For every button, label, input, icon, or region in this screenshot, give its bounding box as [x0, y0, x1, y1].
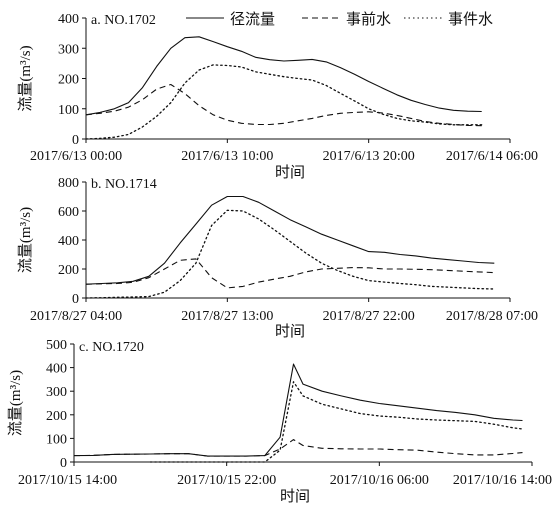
legend-label: 事前水 — [346, 11, 391, 28]
y-tick-label: 200 — [58, 263, 79, 278]
panel-b-no1714: 0 200 400 600 800 2017/8/27 04:00 2017/8/27 13… — [17, 176, 538, 340]
y-tick-label: 600 — [58, 205, 79, 220]
y-tick-label: 0 — [72, 133, 79, 148]
y-tick-label: 300 — [58, 42, 79, 57]
x-axis-title: 时间 — [275, 323, 305, 340]
x-tick-label: 2017/10/16 06:00 — [330, 473, 429, 488]
series-line-solid — [73, 363, 523, 457]
x-tick-label: 2017/10/15 14:00 — [18, 473, 117, 488]
y-tick-label: 500 — [46, 338, 67, 353]
y-tick-label: 100 — [58, 103, 79, 118]
y-tick-label: 400 — [58, 234, 79, 249]
series-line-dashed — [73, 439, 523, 457]
series-line-dashed — [85, 83, 482, 127]
x-axis-title: 时间 — [275, 164, 305, 181]
x-tick-label: 2017/10/15 22:00 — [177, 473, 276, 488]
x-tick-label: 2017/8/27 04:00 — [30, 309, 122, 324]
legend-label: 径流量 — [230, 11, 275, 28]
y-tick-label: 200 — [46, 409, 67, 424]
y-axis-title: 流量(m³/s) — [17, 45, 34, 111]
series-line-dotted — [85, 209, 495, 299]
y-tick-label: 0 — [60, 456, 67, 471]
y-tick-label: 800 — [58, 176, 79, 191]
series-line-solid — [85, 195, 495, 285]
x-tick-label: 2017/8/27 13:00 — [181, 309, 273, 324]
panel-title: b. NO.1714 — [91, 177, 157, 192]
series-line-dashed — [85, 258, 495, 289]
panel-title: a. NO.1702 — [91, 13, 156, 28]
series-line-solid — [85, 36, 482, 116]
x-tick-label: 2017/6/13 20:00 — [323, 149, 415, 164]
x-tick-label: 2017/10/16 14:00 — [453, 473, 552, 488]
series-line-dotted — [85, 64, 483, 140]
x-tick-label: 2017/8/28 07:00 — [446, 309, 538, 324]
y-tick-label: 400 — [46, 362, 67, 377]
legend: 径流量 事前水 事件水 — [186, 11, 493, 28]
y-tick-label: 200 — [58, 73, 79, 88]
panel-c-no1720: 0 100 200 300 400 500 2017/10/15 14:00 2017/10/… — [7, 338, 552, 505]
x-axis-title: 时间 — [280, 488, 310, 505]
y-axis-title: 流量(m³/s) — [17, 207, 34, 273]
x-tick-label: 2017/6/14 06:00 — [446, 149, 538, 164]
legend-label: 事件水 — [448, 11, 493, 28]
y-tick-label: 100 — [46, 432, 67, 447]
y-tick-label: 300 — [46, 385, 67, 400]
x-tick-label: 2017/6/13 00:00 — [30, 149, 122, 164]
panel-title: c. NO.1720 — [79, 340, 144, 355]
panel-a-no1702: 0 100 200 300 400 2017/6/13 00:00 2017/6/13 10… — [17, 12, 538, 181]
y-axis-title: 流量(m³/s) — [7, 370, 24, 436]
series-line-dotted — [149, 381, 524, 463]
y-tick-label: 0 — [72, 292, 79, 307]
x-tick-label: 2017/6/13 10:00 — [181, 149, 273, 164]
x-tick-label: 2017/8/27 22:00 — [323, 309, 415, 324]
y-tick-label: 400 — [58, 12, 79, 27]
